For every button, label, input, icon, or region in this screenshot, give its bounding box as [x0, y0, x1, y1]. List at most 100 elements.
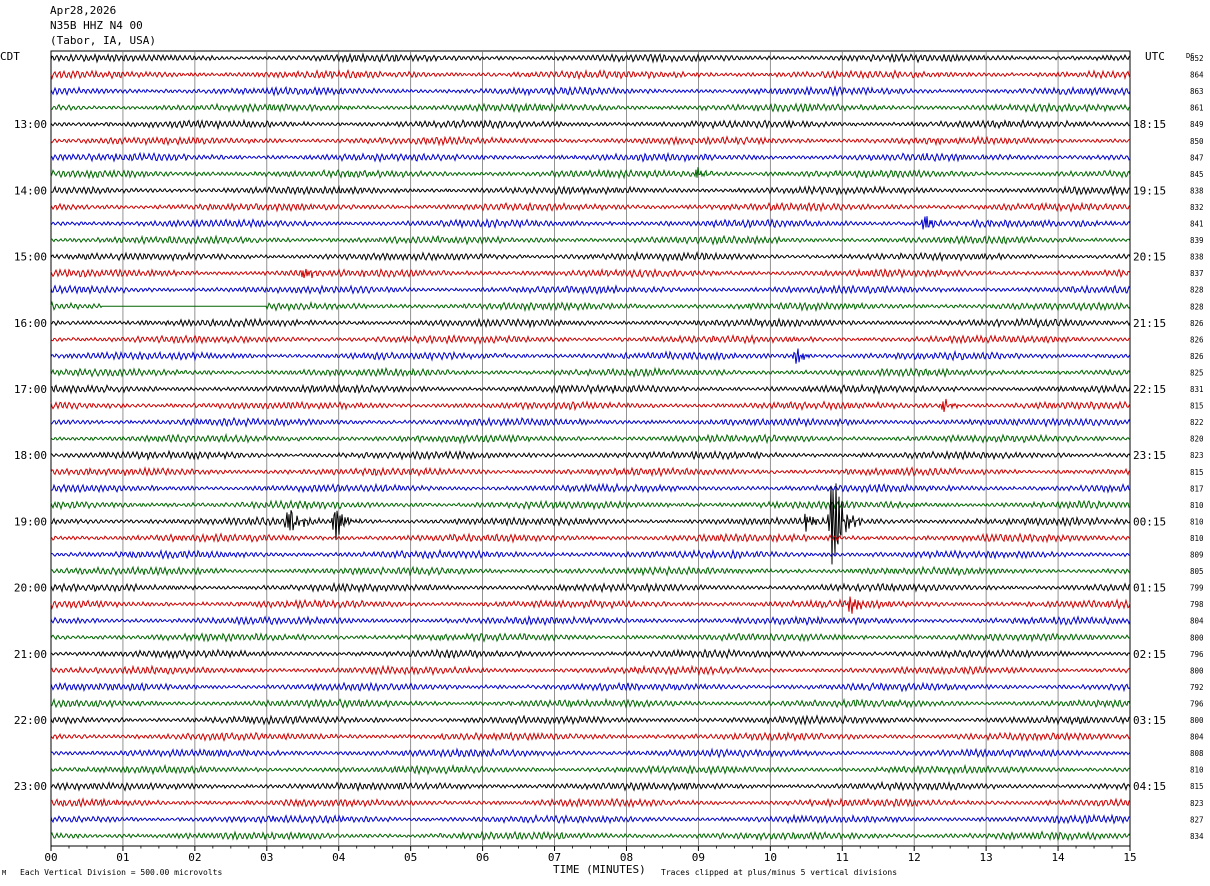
trace-line — [50, 664, 1131, 677]
clip-note: Traces clipped at plus/minus 5 vertical … — [661, 868, 898, 877]
utc-hour-label: 02:15 — [1133, 648, 1166, 661]
trace-line — [50, 830, 1131, 842]
trace-line — [50, 797, 1131, 809]
dc-offset-value: 800 — [1190, 633, 1204, 642]
x-tick-label: 01 — [116, 851, 129, 864]
trace-line — [50, 317, 1131, 329]
dc-offset-value: 815 — [1190, 402, 1204, 411]
dc-offset-value: 826 — [1190, 319, 1204, 328]
x-tick-label: 09 — [692, 851, 705, 864]
cdt-hour-label: 13:00 — [14, 118, 47, 131]
x-tick-label: 13 — [980, 851, 993, 864]
dc-offset-value: 838 — [1190, 186, 1204, 195]
dc-offset-value: 847 — [1190, 153, 1204, 162]
utc-hour-label: 03:15 — [1133, 714, 1166, 727]
dc-offset-value: 792 — [1190, 683, 1204, 692]
dc-offset-value: 828 — [1190, 302, 1204, 311]
left-axis-label-cdt: CDT — [0, 50, 20, 63]
trace-line — [50, 432, 1131, 445]
dc-offset-value: 817 — [1190, 484, 1204, 493]
trace-line — [50, 714, 1131, 726]
dc-offset-value: 810 — [1190, 517, 1204, 526]
plot-frame — [50, 50, 1131, 847]
trace-line — [50, 548, 1131, 560]
utc-hour-label: 19:15 — [1133, 184, 1166, 197]
cdt-hour-label: 20:00 — [14, 582, 47, 595]
dc-offset-value: 805 — [1190, 567, 1204, 576]
dc-offset-value: 823 — [1190, 451, 1204, 460]
cdt-hour-label: 17:00 — [14, 383, 47, 396]
x-tick-label: 03 — [260, 851, 273, 864]
station-id: N35B HHZ N4 00 — [50, 19, 143, 32]
trace-line — [50, 118, 1131, 131]
trace-line — [50, 348, 1131, 364]
cdt-hour-label: 15:00 — [14, 251, 47, 264]
dc-offset-value: 810 — [1190, 534, 1204, 543]
trace-line — [50, 135, 1131, 147]
trace-line — [50, 681, 1131, 693]
dc-offset-value: 796 — [1190, 650, 1204, 659]
dc-offset-value: 798 — [1190, 600, 1204, 609]
trace-line — [50, 201, 1131, 213]
x-tick-label: 07 — [548, 851, 561, 864]
x-tick-label: 08 — [620, 851, 633, 864]
dc-offset-value: 827 — [1190, 815, 1204, 824]
cdt-hour-label: 21:00 — [14, 648, 47, 661]
dc-offset-value: 852 — [1190, 54, 1204, 63]
dc-offset-value: 815 — [1190, 782, 1204, 791]
dc-offset-value: 804 — [1190, 617, 1204, 626]
dc-offset-value: 810 — [1190, 766, 1204, 775]
dc-offset-value: 831 — [1190, 385, 1204, 394]
cdt-hour-label: 22:00 — [14, 714, 47, 727]
dc-offset-value: 864 — [1190, 71, 1204, 80]
trace-line — [50, 731, 1131, 742]
dc-offset-value: 808 — [1190, 749, 1204, 758]
x-tick-label: 10 — [764, 851, 777, 864]
utc-hour-label: 18:15 — [1133, 118, 1166, 131]
chart-date: Apr28,2026 — [50, 4, 117, 17]
dc-offset-value: 823 — [1190, 799, 1204, 808]
trace-line — [50, 398, 1131, 412]
trace-line — [50, 697, 1131, 709]
dc-offset-value: 815 — [1190, 468, 1204, 477]
corner-mark: M — [2, 869, 7, 877]
right-axis-label-utc: UTC — [1145, 50, 1165, 63]
dc-offset-value: 841 — [1190, 220, 1204, 229]
trace-line — [50, 184, 1131, 197]
trace-line — [50, 763, 1131, 776]
dc-offset-value: 826 — [1190, 352, 1204, 361]
dc-offset-value: 820 — [1190, 435, 1204, 444]
trace-line — [50, 449, 1131, 461]
trace-line — [50, 250, 1131, 263]
trace-line — [50, 167, 1131, 180]
trace-line — [50, 596, 1131, 614]
x-tick-label: 06 — [476, 851, 489, 864]
utc-hour-label: 01:15 — [1133, 582, 1166, 595]
dc-offset-value: 810 — [1190, 501, 1204, 510]
dc-offset-value: 822 — [1190, 418, 1204, 427]
x-tick-label: 02 — [188, 851, 201, 864]
dc-offset-value: 849 — [1190, 120, 1204, 129]
dc-offset-value: 837 — [1190, 269, 1204, 278]
dc-offset-value: 832 — [1190, 203, 1204, 212]
dc-offset-value: 863 — [1190, 87, 1204, 96]
cdt-hour-label: 18:00 — [14, 449, 47, 462]
dc-offset-value: 828 — [1190, 286, 1204, 295]
dc-offset-value: 825 — [1190, 368, 1204, 377]
utc-hour-label: 00:15 — [1133, 515, 1166, 528]
trace-line — [50, 68, 1131, 81]
trace-line — [50, 151, 1131, 163]
trace-line — [50, 648, 1131, 660]
trace-line — [50, 780, 1131, 792]
utc-hour-label: 04:15 — [1133, 780, 1166, 793]
trace-line — [50, 416, 1131, 428]
trace-line — [50, 52, 1131, 64]
trace-line — [50, 366, 1131, 378]
cdt-hour-label: 16:00 — [14, 317, 47, 330]
trace-line — [50, 284, 1131, 296]
x-tick-label: 12 — [908, 851, 921, 864]
station-location: (Tabor, IA, USA) — [50, 34, 156, 47]
trace-line — [50, 234, 1131, 246]
dc-offset-value: 850 — [1190, 137, 1204, 146]
trace-line — [50, 267, 1131, 279]
